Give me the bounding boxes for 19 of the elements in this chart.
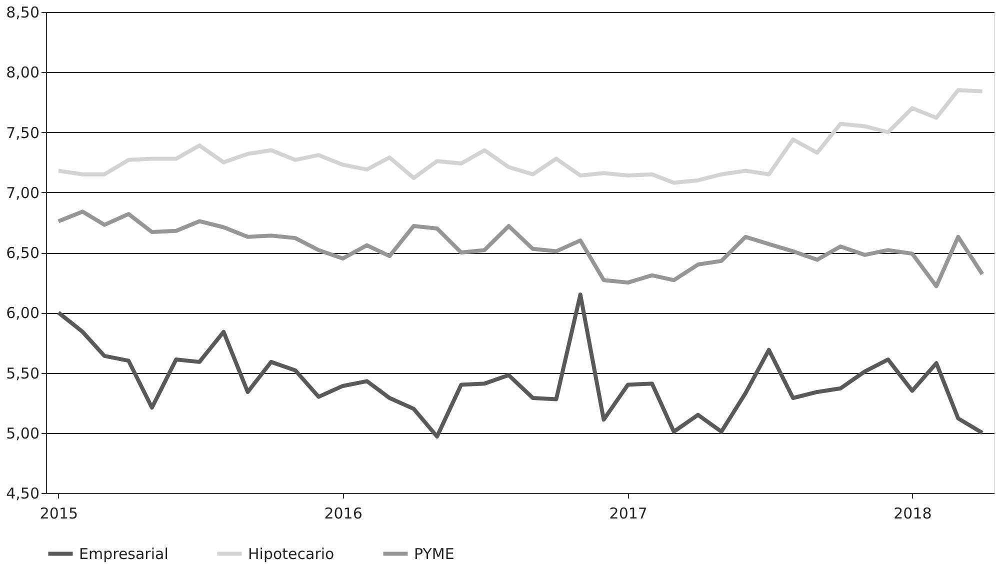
x-tick-label: 2018 <box>894 504 932 522</box>
x-tick-label: 2016 <box>324 504 362 522</box>
y-tick-label: 6,50 <box>6 244 40 262</box>
x-tick-label: 2017 <box>609 504 648 522</box>
line-series <box>56 88 984 185</box>
y-tick-label: 8,50 <box>6 4 40 22</box>
line-series <box>56 292 984 438</box>
y-tick-label: 7,00 <box>6 184 40 202</box>
y-tick-label: 5,50 <box>6 364 40 382</box>
legend-label: Empresarial <box>79 544 168 563</box>
line-series <box>56 210 984 288</box>
y-tick-label: 5,00 <box>6 424 40 442</box>
y-tick-label: 6,00 <box>6 304 40 322</box>
x-tick-label: 2015 <box>40 504 78 522</box>
y-tick-label: 4,50 <box>6 484 40 502</box>
y-tick-label: 8,00 <box>6 64 40 82</box>
y-tick-label: 7,50 <box>6 124 40 142</box>
legend-label: PYME <box>414 544 454 563</box>
legend-label: Hipotecario <box>248 544 334 563</box>
